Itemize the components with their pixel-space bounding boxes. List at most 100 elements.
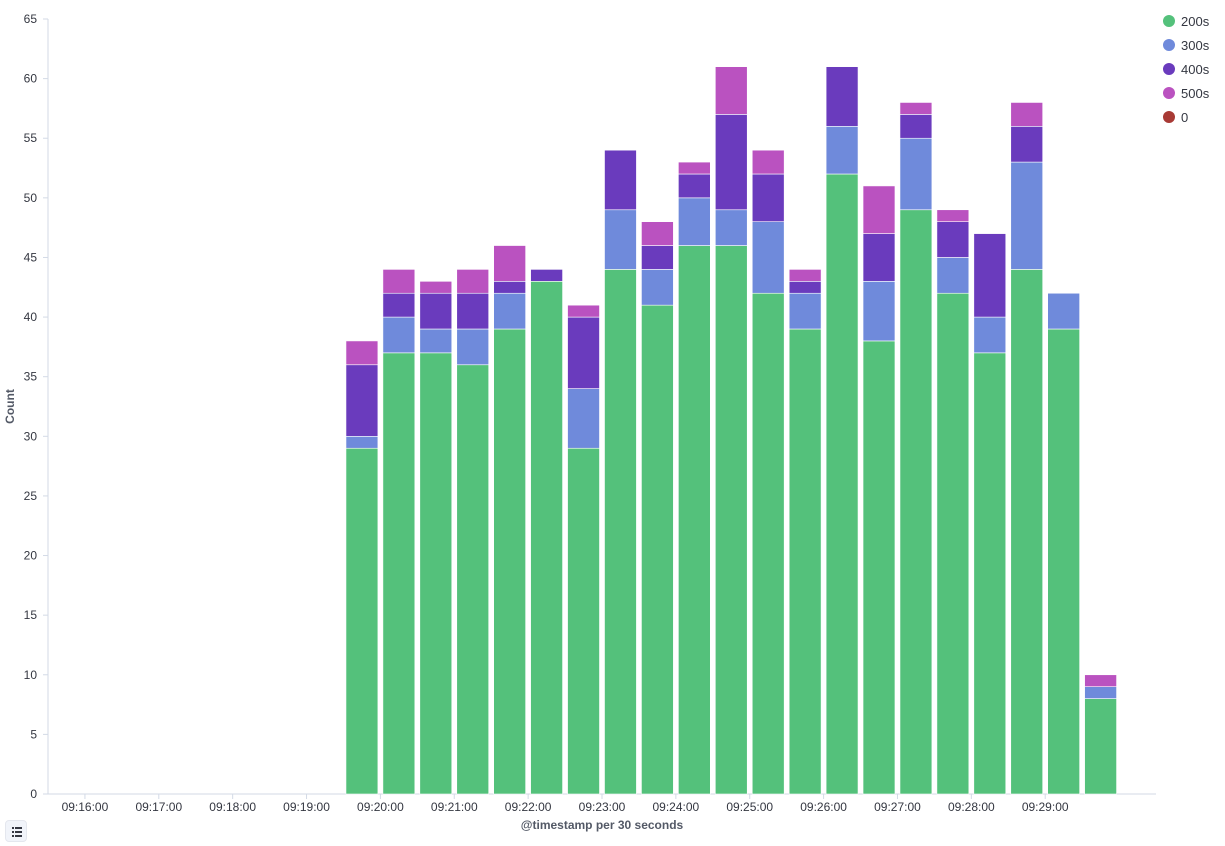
bar-segment-500s[interactable] — [1010, 102, 1043, 127]
bar-segment-500s[interactable] — [862, 185, 896, 234]
x-tick-label: 09:17:00 — [135, 800, 182, 814]
bar-segment-400s[interactable] — [899, 114, 933, 139]
bar-segment-200s[interactable] — [714, 245, 748, 795]
bar-segment-200s[interactable] — [456, 364, 489, 795]
bar-segment-400s[interactable] — [345, 364, 379, 437]
bar-segment-400s[interactable] — [788, 281, 822, 294]
x-tick-label: 09:19:00 — [283, 800, 330, 814]
bar-segment-300s[interactable] — [678, 197, 711, 246]
bar-segment-200s[interactable] — [973, 352, 1007, 795]
bar-segment-200s[interactable] — [1047, 328, 1080, 795]
bar-segment-500s[interactable] — [456, 269, 489, 294]
x-axis-title: @timestamp per 30 seconds — [521, 818, 684, 832]
bar-segment-500s[interactable] — [345, 340, 379, 366]
bar-segment-200s[interactable] — [641, 304, 674, 795]
legend-item-label[interactable]: 300s — [1181, 38, 1210, 53]
bar-segment-200s[interactable] — [751, 292, 785, 795]
bar-segment-300s[interactable] — [345, 436, 379, 449]
bar-segment-400s[interactable] — [751, 173, 785, 222]
bar-segment-500s[interactable] — [788, 269, 822, 282]
x-tick-label: 09:22:00 — [505, 800, 552, 814]
bar-segment-500s[interactable] — [714, 66, 748, 115]
bar-segment-300s[interactable] — [714, 209, 748, 246]
bar-segment-300s[interactable] — [862, 281, 896, 342]
bar-segment-300s[interactable] — [382, 316, 416, 354]
bar-segment-400s[interactable] — [973, 233, 1007, 318]
bar-segment-300s[interactable] — [493, 292, 526, 330]
bar-segment-500s[interactable] — [751, 149, 785, 175]
bar-segment-400s[interactable] — [493, 281, 526, 294]
bar-segment-400s[interactable] — [419, 292, 453, 330]
y-tick-label: 45 — [24, 250, 38, 264]
bar-segment-300s[interactable] — [936, 257, 970, 294]
bar-segment-400s[interactable] — [862, 233, 896, 282]
bar-segment-300s[interactable] — [899, 137, 933, 211]
bar-segment-200s[interactable] — [825, 173, 859, 795]
bar-segment-500s[interactable] — [493, 245, 526, 282]
bar-segment-300s[interactable] — [641, 269, 674, 306]
y-tick-label: 30 — [24, 429, 38, 443]
x-tick-label: 09:16:00 — [62, 800, 109, 814]
bar-segment-300s[interactable] — [456, 328, 489, 366]
bar-segment-200s[interactable] — [936, 292, 970, 795]
bar-segment-500s[interactable] — [382, 269, 416, 294]
bar-segment-400s[interactable] — [825, 66, 859, 127]
bar-segment-200s[interactable] — [604, 269, 637, 795]
bar-segment-400s[interactable] — [382, 292, 416, 318]
bar-segment-400s[interactable] — [456, 292, 489, 330]
bar-segment-400s[interactable] — [936, 221, 970, 258]
bar-segment-200s[interactable] — [567, 447, 600, 795]
bar-segment-300s[interactable] — [788, 292, 822, 330]
x-tick-label: 09:27:00 — [874, 800, 921, 814]
bar-segment-300s[interactable] — [604, 209, 637, 270]
x-tick-label: 09:20:00 — [357, 800, 404, 814]
x-tick-label: 09:28:00 — [948, 800, 995, 814]
bar-segment-500s[interactable] — [419, 281, 453, 294]
legend-item-label[interactable]: 500s — [1181, 86, 1210, 101]
y-tick-label: 35 — [24, 370, 38, 384]
list-icon[interactable] — [5, 820, 27, 842]
bar-segment-200s[interactable] — [345, 447, 379, 795]
y-tick-label: 55 — [24, 131, 38, 145]
bar-segment-200s[interactable] — [493, 328, 526, 795]
x-axis: 09:16:00 09:17:00 09:18:00 09:19:00 09:20:00… — [48, 793, 1156, 814]
legend-swatch — [1163, 15, 1175, 27]
legend-item-label[interactable]: 200s — [1181, 14, 1210, 29]
bar-segment-500s[interactable] — [936, 209, 970, 222]
bar-segment-300s[interactable] — [1084, 686, 1117, 699]
y-tick-label: 50 — [24, 191, 38, 205]
bar-segment-300s[interactable] — [1047, 292, 1080, 330]
bar-segment-400s[interactable] — [604, 149, 637, 211]
bar-segment-400s[interactable] — [567, 316, 600, 389]
bar-segment-400s[interactable] — [678, 173, 711, 199]
bar-segment-400s[interactable] — [714, 114, 748, 211]
y-axis-title: Count — [3, 389, 17, 424]
bar-segment-300s[interactable] — [751, 221, 785, 294]
x-tick-label: 09:26:00 — [800, 800, 847, 814]
legend-item-label[interactable]: 400s — [1181, 62, 1210, 77]
bar-segment-300s[interactable] — [973, 316, 1007, 354]
bar-segment-200s[interactable] — [382, 352, 416, 795]
bar-segment-300s[interactable] — [825, 126, 859, 175]
legend-item-label[interactable]: 0 — [1181, 110, 1188, 125]
bar-segment-200s[interactable] — [678, 245, 711, 795]
bar-segment-500s[interactable] — [641, 221, 674, 246]
bar-segment-300s[interactable] — [419, 328, 453, 354]
bar-segment-300s[interactable] — [567, 388, 600, 449]
bar-segment-200s[interactable] — [788, 328, 822, 795]
bar-segment-300s[interactable] — [1010, 161, 1043, 270]
bar-segment-200s[interactable] — [419, 352, 453, 795]
bar-segment-200s[interactable] — [899, 209, 933, 795]
bar-segment-200s[interactable] — [1084, 698, 1117, 795]
x-tick-label: 09:18:00 — [209, 800, 256, 814]
bar-segment-200s[interactable] — [862, 340, 896, 795]
bar-segment-500s[interactable] — [899, 102, 933, 115]
bar-segment-200s[interactable] — [1010, 269, 1043, 795]
bar-segment-400s[interactable] — [1010, 126, 1043, 163]
bar-segment-500s[interactable] — [1084, 674, 1117, 687]
bar-segment-200s[interactable] — [530, 281, 563, 795]
bar-segment-400s[interactable] — [641, 245, 674, 270]
bar-segment-400s[interactable] — [530, 269, 563, 282]
bar-segment-500s[interactable] — [567, 304, 600, 318]
bar-segment-500s[interactable] — [678, 161, 711, 175]
